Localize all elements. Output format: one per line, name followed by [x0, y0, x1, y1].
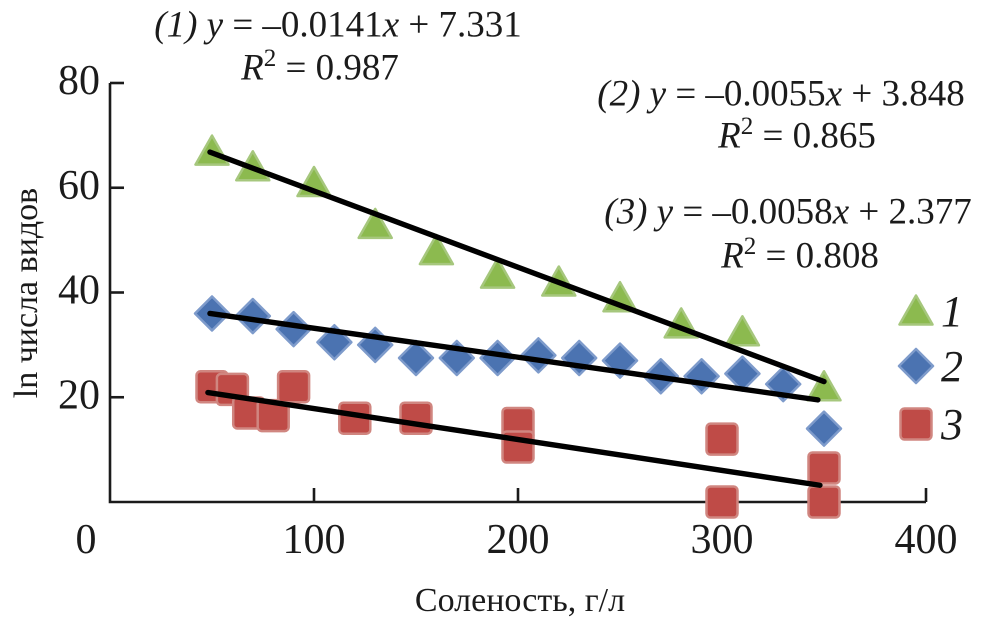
x-tick-label-0: 0: [76, 517, 97, 563]
series-2-point-x350: [805, 410, 843, 447]
legend-label-1: 1: [941, 287, 963, 336]
y-tick-label-60: 60: [58, 163, 100, 209]
series-1-point-x190: [479, 257, 516, 289]
series-2-point-x210: [520, 337, 557, 374]
legend-item-2: 2: [897, 342, 963, 391]
trendline-1: [207, 149, 827, 385]
y-tick-label-20: 20: [58, 372, 100, 418]
series-1-point-x130: [357, 207, 393, 240]
legend-diamond-icon: [897, 347, 935, 385]
legend-triangle-icon: [898, 294, 934, 326]
legend-item-1: 1: [898, 287, 963, 336]
series-3-point-x300: [705, 422, 739, 456]
y-tick-label-40: 40: [58, 268, 100, 314]
legend-item-3: 3: [899, 400, 963, 449]
series-2-point-x290: [683, 358, 720, 395]
series-1-point-x160: [418, 233, 455, 266]
x-tick-label-300: 300: [691, 517, 754, 563]
series-2-point-x70: [234, 297, 272, 335]
trendline-3: [205, 389, 823, 488]
legend-square-icon: [899, 407, 933, 441]
legend-label-2: 2: [941, 342, 963, 391]
series-1-point-x310: [724, 315, 761, 347]
x-tick-label-400: 400: [895, 517, 958, 563]
x-tick-label-100: 100: [283, 517, 346, 563]
series-2-point-x150: [397, 339, 435, 377]
series-3-point-x350: [807, 451, 841, 485]
x-tick-label-200: 200: [487, 517, 550, 563]
trendline-2: [207, 310, 821, 403]
series-3-point-x150: [399, 401, 433, 435]
series-3-point-x90: [276, 370, 311, 404]
legend-label-3: 3: [940, 400, 963, 449]
series-3-point-x350: [807, 485, 841, 519]
series-3-point-x300: [705, 485, 739, 519]
series-1-point-x350: [806, 370, 842, 402]
y-tick-label-80: 80: [58, 58, 100, 104]
axis-frame: [108, 83, 926, 504]
